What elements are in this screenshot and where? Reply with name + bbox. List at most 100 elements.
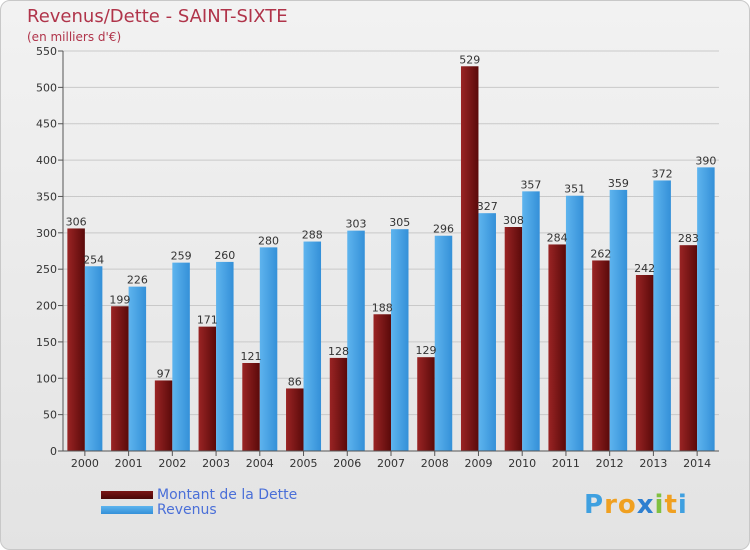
bar-revenus — [653, 180, 671, 452]
logo-letter: x — [636, 490, 655, 520]
bar-debt — [67, 228, 85, 451]
data-label-debt: 284 — [547, 231, 568, 244]
bar-revenus — [434, 235, 453, 451]
data-label-revenus: 296 — [433, 223, 454, 236]
bar-revenus — [84, 266, 103, 451]
x-tick-label: 2009 — [464, 457, 492, 470]
y-tick-label: 100 — [36, 372, 57, 385]
y-tick-label: 200 — [36, 300, 57, 313]
bar-revenus — [391, 229, 409, 451]
legend-item-debt: Montant de la Dette — [101, 487, 297, 503]
data-label-revenus: 357 — [520, 178, 541, 191]
bar-debt — [242, 363, 260, 451]
bar-debt — [329, 357, 348, 451]
data-label-revenus: 226 — [127, 274, 148, 287]
data-label-debt: 242 — [634, 262, 655, 275]
x-tick-label: 2005 — [290, 457, 318, 470]
bar-revenus — [347, 230, 365, 451]
y-tick-label: 50 — [43, 409, 57, 422]
bar-revenus — [216, 261, 234, 451]
legend-swatch-debt — [101, 491, 153, 499]
data-label-debt: 306 — [66, 215, 87, 228]
data-label-revenus: 359 — [608, 177, 629, 190]
bar-debt — [111, 306, 129, 451]
bar-debt — [417, 357, 435, 451]
bar-debt — [373, 314, 391, 451]
data-label-debt: 283 — [678, 232, 699, 245]
x-tick-label: 2002 — [158, 457, 186, 470]
logo-letter: o — [617, 490, 637, 520]
data-label-revenus: 260 — [214, 249, 235, 262]
logo-letter: i — [677, 490, 688, 520]
data-label-debt: 529 — [459, 53, 480, 66]
x-tick-label: 2001 — [115, 457, 143, 470]
y-tick-label: 300 — [36, 227, 57, 240]
data-label-revenus: 351 — [564, 183, 585, 196]
data-label-debt: 86 — [288, 375, 302, 388]
data-label-revenus: 390 — [695, 154, 716, 167]
x-tick-label: 2012 — [596, 457, 624, 470]
legend-swatch-revenus — [101, 506, 153, 514]
bar-revenus — [172, 262, 190, 451]
legend-item-revenus: Revenus — [101, 502, 217, 518]
logo-letter: t — [664, 490, 678, 520]
bar-debt — [198, 326, 217, 451]
bar-revenus — [697, 167, 715, 451]
legend-label-debt: Montant de la Dette — [157, 487, 298, 503]
y-tick-label: 150 — [36, 336, 57, 349]
bar-debt — [154, 380, 173, 451]
y-tick-label: 350 — [36, 190, 57, 203]
data-label-debt: 262 — [590, 247, 611, 260]
data-label-revenus: 305 — [389, 216, 410, 229]
bar-debt — [635, 275, 654, 451]
data-label-debt: 188 — [372, 301, 393, 314]
data-label-revenus: 280 — [258, 234, 279, 247]
x-tick-label: 2014 — [683, 457, 711, 470]
chart-subtitle: (en milliers d'€) — [27, 30, 122, 44]
bar-debt — [592, 260, 610, 451]
x-tick-label: 2000 — [71, 457, 99, 470]
y-tick-label: 550 — [36, 45, 57, 58]
bar-debt — [460, 66, 479, 451]
data-label-debt: 129 — [415, 344, 436, 357]
x-tick-label: 2007 — [377, 457, 405, 470]
logo-letter: i — [654, 490, 665, 520]
data-label-debt: 199 — [109, 293, 130, 306]
x-tick-label: 2004 — [246, 457, 274, 470]
data-label-debt: 171 — [197, 314, 218, 327]
proxiti-logo: Proxiti — [584, 490, 688, 520]
logo-letter: P — [584, 490, 605, 520]
data-label-debt: 97 — [157, 367, 171, 380]
bar-revenus — [565, 195, 584, 451]
y-tick-label: 500 — [36, 81, 57, 94]
data-label-debt: 121 — [241, 350, 262, 363]
bar-revenus — [303, 241, 322, 451]
bar-debt — [679, 245, 698, 451]
bar-revenus — [259, 247, 278, 451]
data-label-revenus: 254 — [83, 253, 104, 266]
bar-revenus — [128, 286, 147, 451]
bar-revenus — [478, 213, 496, 451]
x-tick-label: 2008 — [421, 457, 449, 470]
data-label-revenus: 288 — [302, 229, 323, 242]
x-tick-label: 2013 — [639, 457, 667, 470]
y-tick-label: 450 — [36, 118, 57, 131]
chart-title: Revenus/Dette - SAINT-SIXTE — [27, 6, 288, 27]
legend-label-revenus: Revenus — [157, 502, 217, 518]
bar-revenus — [609, 189, 628, 451]
x-tick-label: 2006 — [333, 457, 361, 470]
logo-letter: r — [604, 490, 618, 520]
data-label-revenus: 372 — [652, 167, 673, 180]
data-label-revenus: 259 — [171, 250, 192, 263]
bar-revenus — [522, 191, 540, 451]
data-label-revenus: 303 — [346, 218, 367, 231]
bar-debt — [504, 227, 523, 451]
y-tick-label: 0 — [50, 445, 57, 458]
y-tick-label: 250 — [36, 263, 57, 276]
data-label-revenus: 327 — [477, 200, 498, 213]
y-tick-label: 400 — [36, 154, 57, 167]
bar-debt — [286, 388, 304, 451]
data-label-debt: 308 — [503, 214, 524, 227]
